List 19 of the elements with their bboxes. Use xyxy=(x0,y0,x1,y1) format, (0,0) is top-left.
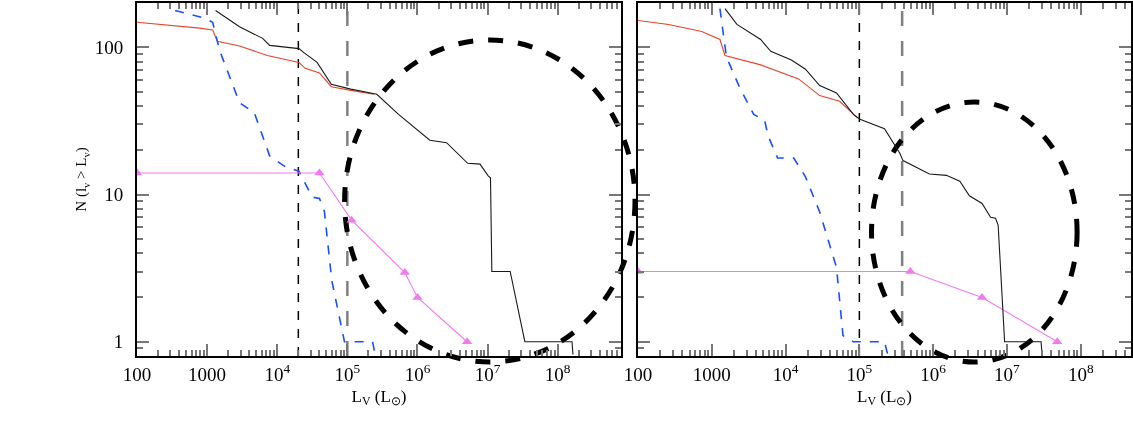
x-tick-label: 10$^{6}$ xyxy=(920,360,947,385)
x-tick-label: 1000 xyxy=(188,363,227,385)
x-tick-label: 10$^{5}$ xyxy=(846,360,873,385)
x-tick-label: 10$^{4}$ xyxy=(264,360,291,385)
x-axis-title: L$_{V}$ (L$_{⊙}$) xyxy=(857,386,912,409)
y-tick-label: 100 xyxy=(94,36,124,58)
x-tick-label: 100 xyxy=(122,363,152,385)
x-tick-label: 10$^{8}$ xyxy=(1067,360,1094,385)
x-tick-label: 1000 xyxy=(692,363,731,385)
x-tick-label: 10$^{7}$ xyxy=(474,360,501,385)
y-tick-label: 1 xyxy=(113,331,124,353)
x-tick-label: 100 xyxy=(623,363,653,385)
x-tick-label: 10$^{5}$ xyxy=(334,360,361,385)
x-tick-label: 10$^{8}$ xyxy=(544,360,571,385)
x-tick-label: 10$^{6}$ xyxy=(404,360,431,385)
x-tick-label: 10$^{4}$ xyxy=(772,360,799,385)
y-tick-label: 10 xyxy=(104,184,124,206)
x-tick-label: 10$^{7}$ xyxy=(994,360,1021,385)
x-axis-title: L$_{V}$ (L$_{⊙}$) xyxy=(351,386,407,409)
